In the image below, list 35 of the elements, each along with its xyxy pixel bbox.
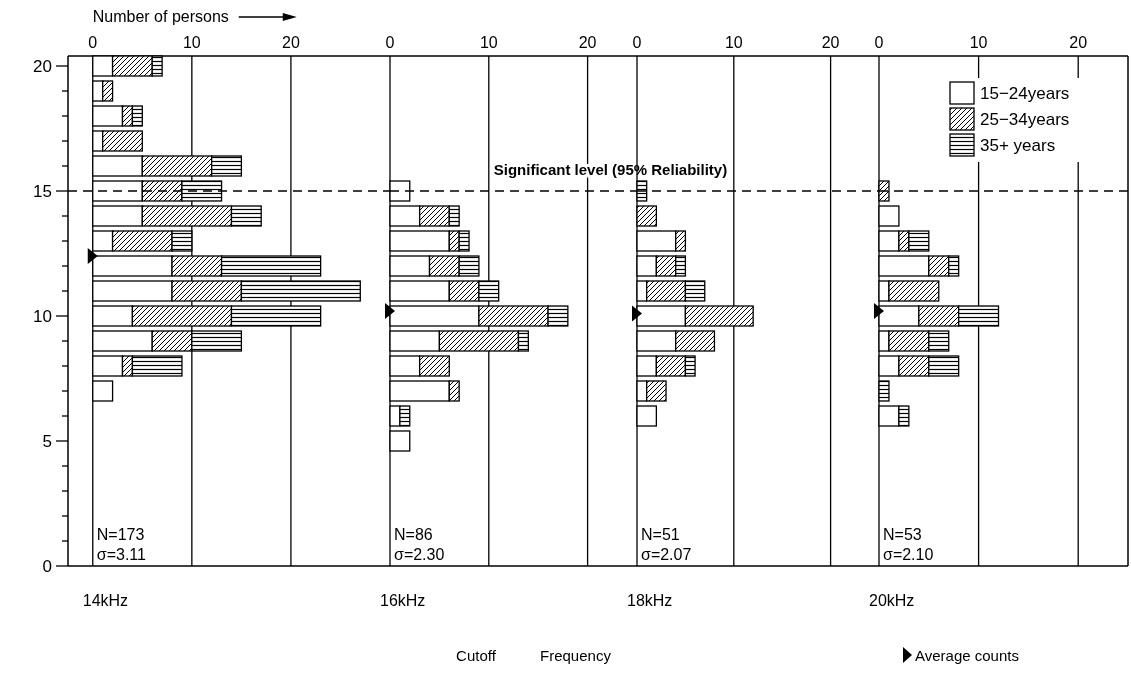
- text: 20kHz: [869, 592, 915, 609]
- y-tick-label: 5: [42, 432, 52, 451]
- text: 16kHz: [380, 592, 426, 609]
- x-tick-label: 10: [969, 34, 988, 51]
- x-tick-label: 20: [282, 34, 300, 51]
- annotation: N=173: [96, 526, 145, 543]
- x-tick-label: 20: [1069, 34, 1088, 51]
- legend-label: 15−24years: [980, 84, 1070, 103]
- x-tick-label: 10: [182, 34, 201, 51]
- x-tick-label: 0: [385, 34, 395, 51]
- legend-label: 35+ years: [980, 136, 1056, 155]
- y-tick-label: 10: [33, 307, 52, 326]
- annotation: σ=2.07: [641, 546, 692, 563]
- x-tick-label: 0: [874, 34, 884, 51]
- text: 14kHz: [82, 592, 129, 609]
- x-tick-label: 20: [821, 34, 840, 51]
- x-tick-label: 20: [578, 34, 597, 51]
- y-tick-label: 20: [33, 57, 52, 76]
- x-tick-label: 0: [632, 34, 642, 51]
- x-tick-label: 10: [724, 34, 743, 51]
- annotation: σ=2.30: [394, 546, 445, 563]
- y-tick-label: 0: [42, 557, 52, 576]
- x-tick-label: 0: [88, 34, 98, 51]
- x-axis-title: Cutoff Frequency: [456, 647, 612, 664]
- y-tick-label: 15: [33, 182, 52, 201]
- annotation: N=86: [394, 526, 433, 543]
- annotation: σ=2.10: [883, 546, 934, 563]
- text: 18kHz: [627, 592, 673, 609]
- legend-label: 25−34years: [980, 110, 1070, 129]
- annotation: N=53: [883, 526, 922, 543]
- annotation: σ=3.11: [96, 546, 147, 563]
- x-axis-title: Number of persons: [92, 8, 229, 25]
- text: Average counts: [915, 647, 1019, 664]
- annotation: N=51: [641, 526, 680, 543]
- x-tick-label: 10: [479, 34, 498, 51]
